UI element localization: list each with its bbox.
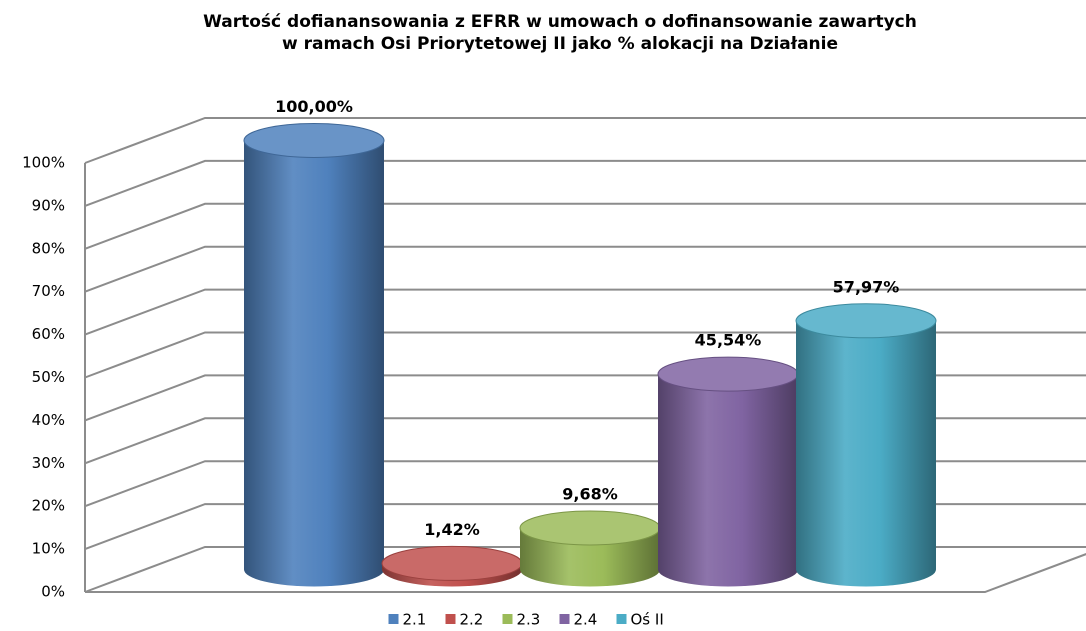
cylinder-body bbox=[244, 140, 384, 587]
legend-label: 2.3 bbox=[517, 611, 541, 628]
value-label: 57,97% bbox=[833, 277, 900, 296]
legend-swatch bbox=[502, 614, 513, 624]
y-tick-label: 10% bbox=[32, 540, 65, 558]
y-tick-label: 60% bbox=[32, 325, 65, 343]
chart-title: w ramach Osi Priorytetowej II jako % alo… bbox=[282, 34, 838, 54]
y-tick-label: 20% bbox=[32, 497, 65, 515]
cylinder-top bbox=[243, 123, 385, 158]
cylinder-top bbox=[657, 356, 799, 392]
cylinder-top bbox=[381, 545, 523, 581]
value-label: 9,68% bbox=[562, 484, 618, 503]
value-label: 45,54% bbox=[695, 331, 762, 350]
y-tick-label: 50% bbox=[32, 368, 65, 386]
y-tick-label: 70% bbox=[32, 282, 65, 300]
legend-label: Oś II bbox=[631, 611, 664, 628]
floor-edge bbox=[85, 553, 1086, 593]
cylinder-body bbox=[796, 320, 936, 587]
chart-title: Wartość dofianansowania z EFRR w umowach… bbox=[203, 12, 917, 32]
y-tick-label: 90% bbox=[32, 196, 65, 214]
y-tick-label: 0% bbox=[41, 583, 65, 601]
legend-label: 2.2 bbox=[460, 611, 484, 628]
y-tick-label: 30% bbox=[32, 454, 65, 472]
cylinder-top bbox=[795, 303, 937, 339]
legend-swatch bbox=[616, 614, 627, 624]
value-label: 100,00% bbox=[275, 97, 353, 116]
legend-swatch bbox=[559, 614, 570, 624]
grid-line bbox=[84, 117, 1086, 164]
legend-swatch bbox=[388, 614, 399, 624]
grid-line bbox=[84, 202, 1086, 250]
cylinder-top bbox=[519, 510, 661, 546]
value-label: 1,42% bbox=[424, 520, 480, 539]
y-tick-label: 100% bbox=[22, 154, 65, 172]
legend-label: 2.1 bbox=[403, 611, 427, 628]
y-tick-label: 40% bbox=[32, 411, 65, 429]
grid-line bbox=[84, 159, 1086, 207]
legend-label: 2.4 bbox=[574, 611, 598, 628]
cylinder-body bbox=[658, 374, 798, 587]
grid-line bbox=[84, 245, 1086, 293]
grid-line bbox=[84, 288, 1086, 336]
legend-swatch bbox=[445, 614, 456, 624]
y-tick-label: 80% bbox=[32, 239, 65, 257]
grid-line bbox=[84, 331, 1086, 379]
